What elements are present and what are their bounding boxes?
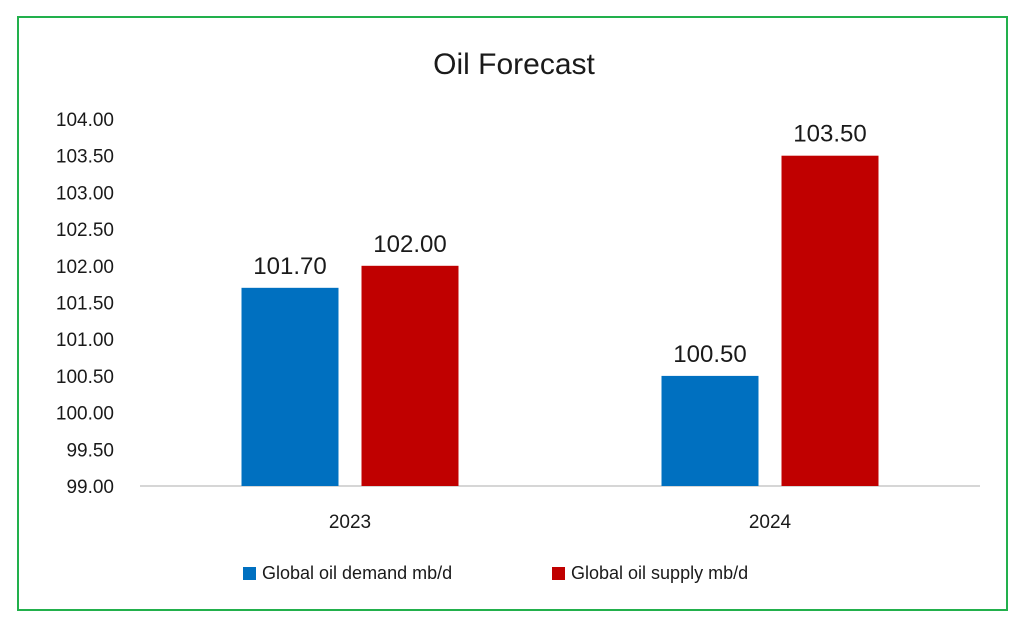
legend: Global oil demand mb/d Global oil supply… [243, 563, 748, 583]
y-axis: 99.00 99.50 100.00 100.50 101.00 101.50 102.00… [56, 110, 114, 498]
bar-supply-2024 [781, 155, 879, 486]
data-label-demand-2024: 100.50 [673, 341, 746, 368]
y-tick-label: 99.50 [66, 440, 114, 461]
y-tick-label: 101.50 [56, 294, 114, 315]
bar-demand-2024 [661, 375, 759, 486]
chart-title: Oil Forecast [433, 48, 595, 81]
legend-label-demand: Global oil demand mb/d [262, 563, 452, 583]
x-axis: 2023 2024 [329, 512, 792, 533]
y-tick-label: 102.00 [56, 257, 114, 278]
y-tick-label: 103.00 [56, 183, 114, 204]
x-tick-label: 2023 [329, 512, 371, 533]
y-tick-label: 100.50 [56, 367, 114, 388]
legend-label-supply: Global oil supply mb/d [571, 563, 748, 583]
y-tick-label: 104.00 [56, 110, 114, 131]
y-tick-label: 103.50 [56, 147, 114, 168]
x-tick-label: 2024 [749, 512, 792, 533]
bars [241, 155, 879, 486]
data-labels: 101.70 102.00 100.50 103.50 [253, 121, 866, 368]
y-tick-label: 99.00 [66, 477, 114, 498]
data-label-supply-2024: 103.50 [793, 121, 866, 148]
bar-demand-2023 [241, 287, 339, 486]
y-tick-label: 101.00 [56, 330, 114, 351]
data-label-demand-2023: 101.70 [253, 253, 326, 280]
legend-swatch-demand [243, 567, 256, 580]
y-tick-label: 102.50 [56, 220, 114, 241]
bar-supply-2023 [361, 265, 459, 486]
legend-swatch-supply [552, 567, 565, 580]
data-label-supply-2023: 102.00 [373, 231, 446, 258]
y-tick-label: 100.00 [56, 404, 114, 425]
